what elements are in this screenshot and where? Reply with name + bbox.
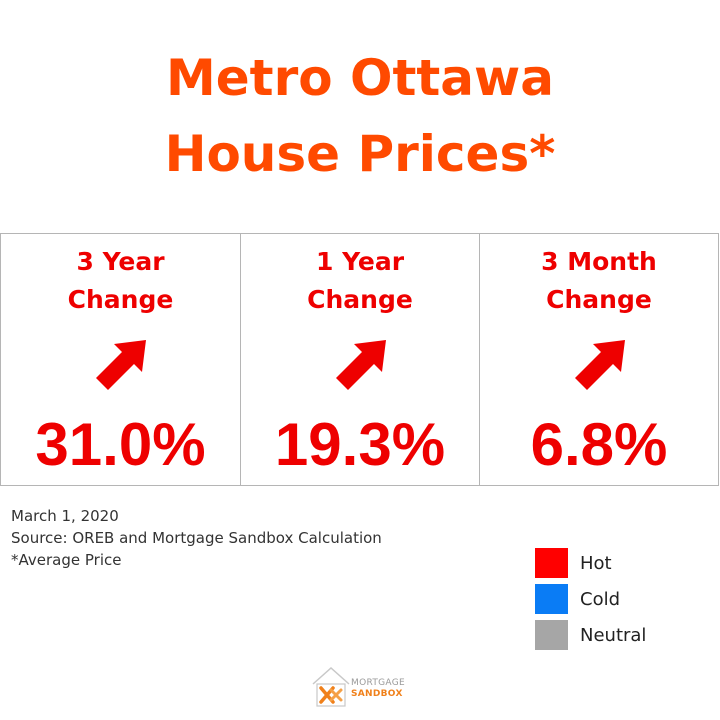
legend-item-cold: Cold bbox=[535, 581, 646, 617]
arrow-up-right-icon bbox=[96, 340, 146, 390]
legend: Hot Cold Neutral bbox=[535, 545, 646, 653]
source-text: Source: OREB and Mortgage Sandbox Calcul… bbox=[11, 529, 382, 547]
card-value: 31.0% bbox=[35, 411, 206, 478]
logo-text-mortgage: MORTGAGE bbox=[351, 678, 405, 688]
legend-item-neutral: Neutral bbox=[535, 617, 646, 653]
legend-label: Hot bbox=[580, 552, 612, 574]
page-title-line-2: House Prices* bbox=[164, 125, 556, 183]
legend-swatch-cold bbox=[535, 584, 568, 614]
change-grid: 3 Year Change 31.0% 1 Year Change 19.3% … bbox=[0, 233, 719, 486]
arrow-up-right-icon bbox=[575, 340, 625, 390]
card-label-line-1: 1 Year bbox=[315, 247, 405, 276]
card-1-year-change: 1 Year Change 19.3% bbox=[240, 234, 479, 485]
legend-swatch-hot bbox=[535, 548, 568, 578]
card-value: 19.3% bbox=[274, 411, 446, 478]
card-3-month-change: 3 Month Change 6.8% bbox=[479, 234, 718, 485]
notes: March 1, 2020 Source: OREB and Mortgage … bbox=[11, 505, 382, 571]
arrow-up-right-icon bbox=[336, 340, 386, 390]
card-label-line-1: 3 Year bbox=[76, 247, 165, 276]
mortgage-sandbox-logo: MORTGAGE SANDBOX bbox=[311, 664, 411, 708]
card-label-line-2: Change bbox=[67, 285, 174, 314]
card-value: 6.8% bbox=[530, 411, 668, 478]
card-3-year-change: 3 Year Change 31.0% bbox=[1, 234, 240, 485]
page-title-line-1: Metro Ottawa bbox=[166, 49, 554, 107]
legend-swatch-neutral bbox=[535, 620, 568, 650]
legend-item-hot: Hot bbox=[535, 545, 646, 581]
logo-text-sandbox: SANDBOX bbox=[351, 689, 403, 699]
date-text: March 1, 2020 bbox=[11, 507, 119, 525]
footnote-text: *Average Price bbox=[11, 551, 122, 569]
mortgage-sandbox-logo-icon bbox=[312, 666, 350, 707]
card-label-line-2: Change bbox=[546, 285, 652, 314]
card-label-line-1: 3 Month bbox=[541, 247, 657, 276]
legend-label: Cold bbox=[580, 588, 621, 610]
legend-label: Neutral bbox=[580, 624, 647, 646]
card-label-line-2: Change bbox=[307, 285, 413, 314]
